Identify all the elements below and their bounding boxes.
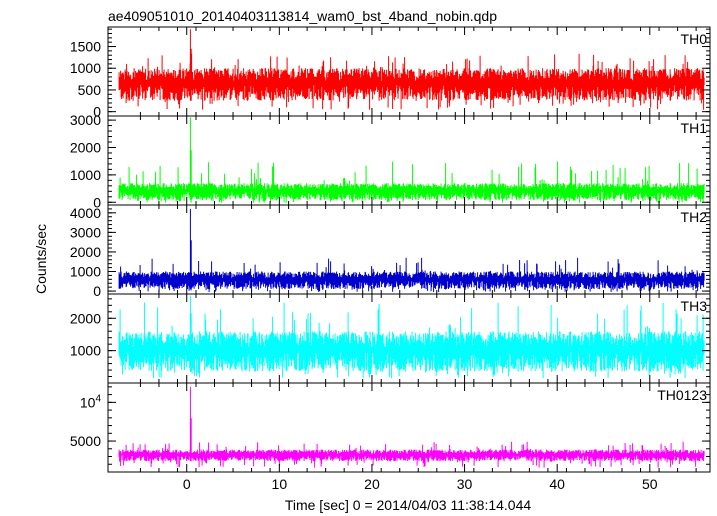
- x-tick-label: 50: [642, 476, 658, 492]
- y-tick-label: 0: [93, 104, 101, 120]
- panel-label-th2: TH2: [681, 209, 708, 225]
- y-tick-label: 2000: [70, 310, 101, 326]
- panel-th0: 0 500 1000 1500 TH0: [70, 26, 711, 120]
- series-th0123: [118, 386, 705, 468]
- x-tick-label: 20: [364, 476, 380, 492]
- y-tick-label: 1000: [70, 343, 101, 359]
- x-tick-label: 40: [549, 476, 565, 492]
- x-axis-ticks: 0 10 20 30 40 50: [183, 476, 658, 492]
- series-th0: [118, 29, 705, 110]
- y-tick-label: 1000: [70, 264, 101, 280]
- panel-label-th1: TH1: [681, 120, 708, 136]
- y-tick-label: 0: [93, 194, 101, 210]
- panel-th1: 0 1000 2000 3000 TH1: [70, 112, 711, 210]
- y-tick-label: 4000: [70, 205, 101, 221]
- panel-th2: 0 1000 2000 3000 4000 TH2: [70, 204, 711, 299]
- y-tick-label: 2000: [70, 139, 101, 155]
- y-tick-label: 1000: [70, 167, 101, 183]
- series-th3: [118, 295, 705, 379]
- panel-th0123: 5000 104 TH0123: [70, 382, 711, 473]
- y-tick-label: 3000: [70, 112, 101, 128]
- y-tick-label: 1500: [70, 39, 101, 55]
- x-tick-label: 30: [457, 476, 473, 492]
- y-tick-label: 500: [78, 82, 102, 98]
- series-th2: [118, 208, 705, 292]
- x-axis-label: Time [sec] 0 = 2014/04/03 11:38:14.044: [285, 497, 532, 513]
- y-tick-label: 2000: [70, 244, 101, 260]
- panel-label-th3: TH3: [681, 298, 708, 314]
- x-tick-label: 10: [272, 476, 288, 492]
- y-tick-label: 1000: [70, 60, 101, 76]
- x-tick-label: 0: [183, 476, 191, 492]
- y-tick-label: 3000: [70, 224, 101, 240]
- y-tick-label: 0: [93, 283, 101, 299]
- y-tick-label: 5000: [70, 433, 101, 449]
- panel-th3: 1000 2000 TH3: [70, 293, 711, 384]
- panel-frame: [107, 382, 711, 473]
- y-axis-label: Counts/sec: [33, 224, 49, 294]
- chart-title: ae409051010_20140403113814_wam0_bst_4ban…: [108, 8, 497, 24]
- panels: 0 500 1000 1500 TH0 0 1000 2000 3000 TH1 0 1000 2000…: [70, 26, 711, 473]
- series-th1: [118, 117, 705, 203]
- y-tick-label: 104: [80, 393, 102, 410]
- panel-label-th0: TH0: [681, 31, 708, 47]
- panel-label-th0123: TH0123: [657, 387, 707, 403]
